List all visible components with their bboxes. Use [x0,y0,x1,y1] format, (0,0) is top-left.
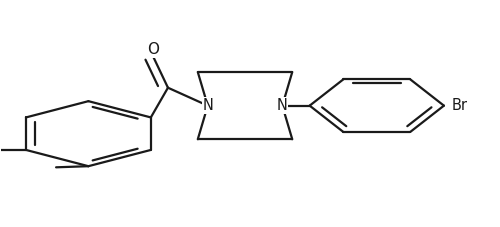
Text: N: N [202,98,213,113]
Text: O: O [147,42,159,57]
Text: Br: Br [452,98,468,113]
Text: N: N [277,98,288,113]
